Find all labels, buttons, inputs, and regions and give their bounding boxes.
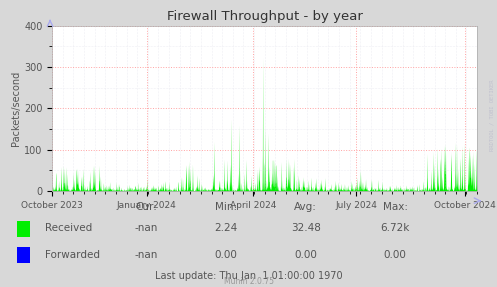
Text: Min:: Min: [215, 202, 237, 212]
Text: Munin 2.0.75: Munin 2.0.75 [224, 277, 273, 286]
Text: RRDTOOL / TOBI OETIKER: RRDTOOL / TOBI OETIKER [490, 79, 495, 151]
Text: Received: Received [45, 223, 92, 233]
Text: Avg:: Avg: [294, 202, 317, 212]
Text: -nan: -nan [135, 223, 159, 233]
Text: 2.24: 2.24 [215, 223, 238, 233]
Y-axis label: Packets/second: Packets/second [11, 71, 21, 146]
Text: 0.00: 0.00 [384, 250, 407, 260]
Text: 0.00: 0.00 [215, 250, 238, 260]
Text: -nan: -nan [135, 250, 159, 260]
Text: 6.72k: 6.72k [380, 223, 410, 233]
Title: Firewall Throughput - by year: Firewall Throughput - by year [166, 10, 363, 23]
Text: Cur:: Cur: [136, 202, 158, 212]
Text: 0.00: 0.00 [294, 250, 317, 260]
Text: Max:: Max: [383, 202, 408, 212]
Text: Last update: Thu Jan  1 01:00:00 1970: Last update: Thu Jan 1 01:00:00 1970 [155, 271, 342, 281]
Text: 32.48: 32.48 [291, 223, 321, 233]
Text: Forwarded: Forwarded [45, 250, 100, 260]
